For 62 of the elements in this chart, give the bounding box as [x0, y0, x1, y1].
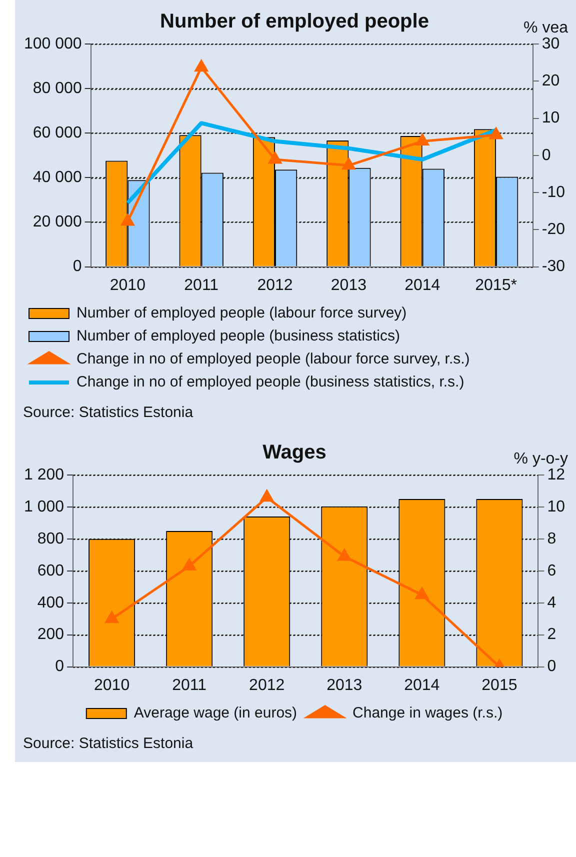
x-tick-label: 2013 [326, 676, 362, 694]
point [121, 214, 134, 226]
y2-tick-label: -20 [542, 221, 566, 238]
y2-axis-title: % vea [524, 19, 568, 36]
y-tick-label: 80 000 [32, 80, 82, 97]
point [268, 152, 282, 164]
y-tick-label: 1 000 [24, 498, 64, 516]
source-note: Source: Statistics Estonia [22, 403, 194, 423]
y2-tick-label: -10 [542, 184, 566, 201]
legend-label: Change in no of employed people (labour force survey, r.s.) [76, 350, 470, 368]
y2-tick-label: 10 [542, 110, 560, 127]
x-tick-label: 2012 [257, 276, 293, 294]
y2-tick-label: 12 [547, 466, 566, 484]
y2-tick-label: 10 [547, 498, 566, 516]
y2-tick-label: 6 [547, 562, 556, 580]
point [342, 158, 356, 170]
x-tick-label: 2014 [404, 276, 440, 294]
y-tick-label: 100 000 [24, 35, 82, 52]
y2-tick-label: 2 [547, 626, 556, 644]
y-tick-label: 0 [55, 658, 64, 676]
y-tick-label: 60 000 [32, 124, 82, 142]
point [415, 588, 428, 600]
x-tick-label: 2013 [330, 276, 367, 294]
y2-tick-label: 0 [547, 658, 556, 676]
y-tick-label: 1 200 [24, 466, 64, 484]
x-tick-label: 2011 [184, 276, 219, 294]
y-tick-label: 600 [37, 562, 64, 580]
x-tick-label: 2015* [475, 276, 517, 294]
point [338, 549, 351, 561]
point [182, 558, 196, 570]
legend-label: Number of employed people (business statistics) [76, 328, 400, 345]
y2-tick-label: 8 [547, 530, 556, 548]
y-tick-label: 400 [37, 594, 64, 612]
x-tick-label: 2010 [110, 276, 146, 294]
point [490, 128, 502, 140]
point [105, 612, 118, 624]
y-tick-label: 0 [72, 258, 82, 276]
point [194, 60, 208, 72]
y2-axis-title: % y-o-y [514, 450, 568, 468]
y2-tick-label: 4 [547, 594, 556, 612]
x-tick-label: 2012 [249, 676, 285, 694]
x-tick-label: 2015 [482, 676, 518, 694]
x-tick-label: 2010 [94, 676, 130, 694]
legend-label: Number of employed people (labour force survey) [76, 304, 407, 322]
y2-tick-label: 20 [542, 72, 560, 90]
legend-label: Average wage (in euros) [134, 704, 298, 722]
y-tick-label: 40 000 [32, 169, 82, 186]
chart-title: Wages [262, 442, 326, 464]
source-note: Source: Statistics Estonia [22, 734, 194, 754]
x-tick-label: 2011 [172, 676, 207, 694]
chart-title: Number of employed people [160, 10, 429, 33]
legend-label: Change in no of employed people (business statistics, r.s.) [76, 374, 464, 391]
legend-label: Change in wages (r.s.) [352, 704, 503, 722]
x-tick-label: 2014 [404, 676, 440, 694]
y-tick-label: 20 000 [32, 214, 82, 231]
y-tick-label: 800 [37, 530, 64, 548]
y2-tick-label: 0 [542, 146, 551, 164]
y2-tick-label: -30 [542, 258, 566, 276]
y-tick-label: 200 [37, 626, 64, 644]
point [260, 490, 274, 502]
point [416, 134, 429, 146]
y2-tick-label: 30 [542, 35, 560, 52]
